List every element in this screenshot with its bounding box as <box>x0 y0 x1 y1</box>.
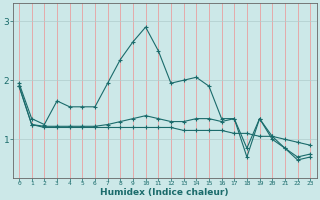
X-axis label: Humidex (Indice chaleur): Humidex (Indice chaleur) <box>100 188 229 197</box>
